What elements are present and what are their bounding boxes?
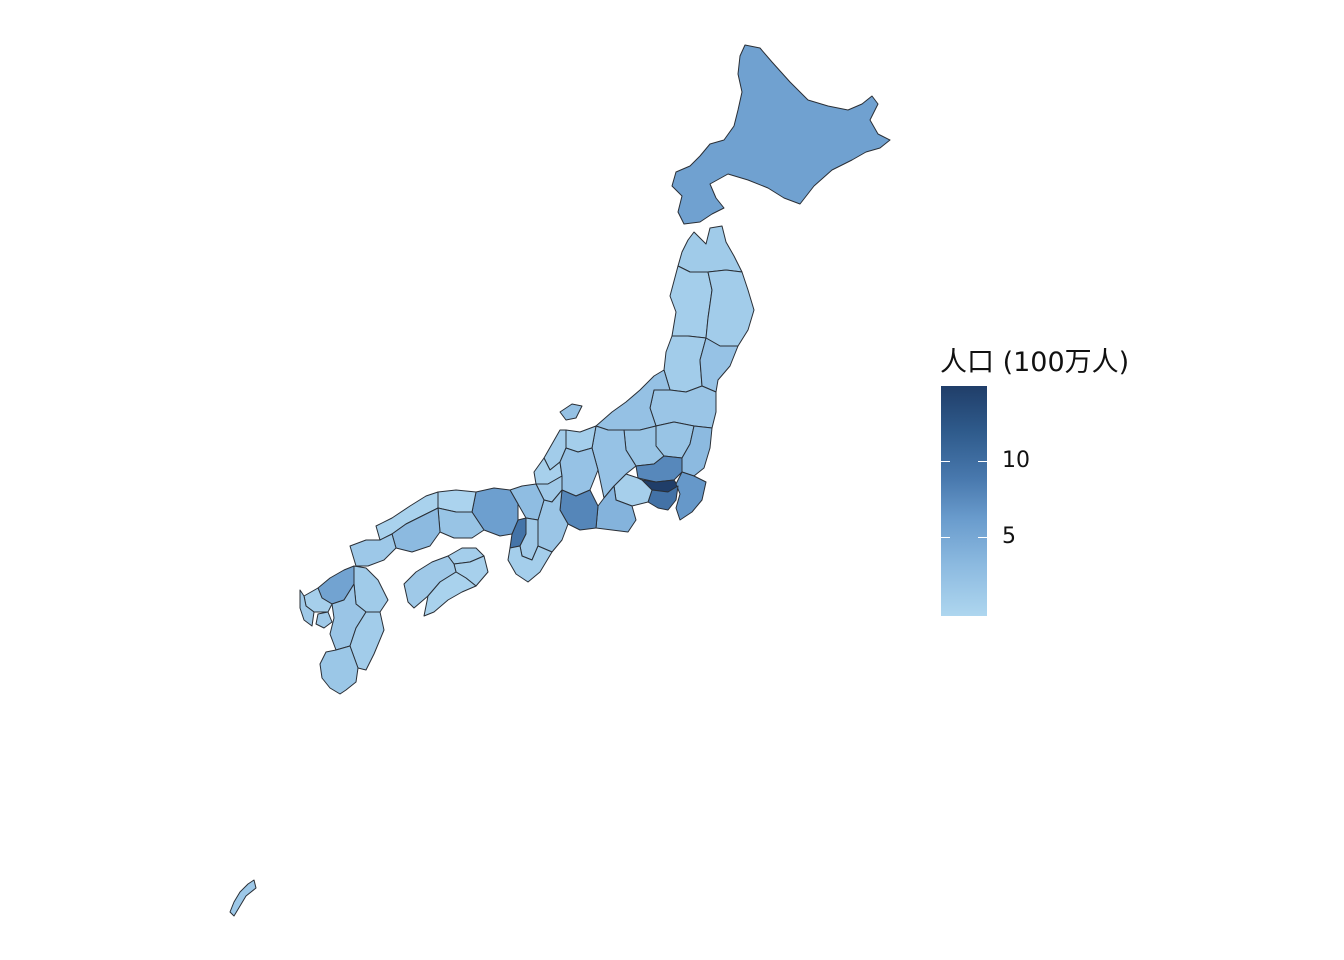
legend-tick-label-5: 5	[1002, 524, 1016, 549]
region-aomori[interactable]	[677, 225, 743, 273]
region-yamaguchi[interactable]	[349, 533, 397, 567]
region-chiba[interactable]	[675, 471, 707, 521]
legend-tick-label-10: 10	[1002, 448, 1030, 473]
region-akita[interactable]	[669, 265, 713, 339]
region-wakayama[interactable]	[507, 545, 553, 583]
region-okayama[interactable]	[437, 507, 485, 539]
region-yamagata[interactable]	[663, 335, 707, 393]
region-tottori[interactable]	[437, 489, 477, 513]
region-gifu[interactable]	[559, 447, 599, 497]
region-hiroshima[interactable]	[391, 507, 441, 553]
region-shizuoka[interactable]	[595, 485, 637, 533]
region-miyagi[interactable]	[699, 337, 739, 393]
region-oita[interactable]	[353, 565, 389, 613]
legend-title: 人口 (100万人)	[940, 347, 1130, 378]
region-nagasaki[interactable]	[315, 611, 333, 629]
region-kanagawa[interactable]	[647, 485, 679, 511]
region-nagasaki[interactable]	[299, 589, 315, 627]
region-okinawa[interactable]	[229, 879, 257, 917]
region-kagoshima[interactable]	[319, 645, 359, 695]
region-miyazaki[interactable]	[349, 611, 385, 671]
region-niigata[interactable]	[559, 403, 583, 421]
region-fukushima[interactable]	[649, 385, 717, 429]
region-kyoto[interactable]	[509, 483, 545, 521]
legend-colorbar	[941, 386, 987, 616]
region-iwate[interactable]	[705, 269, 755, 347]
region-hokkaido[interactable]	[671, 44, 891, 225]
region-kochi[interactable]	[423, 571, 477, 617]
